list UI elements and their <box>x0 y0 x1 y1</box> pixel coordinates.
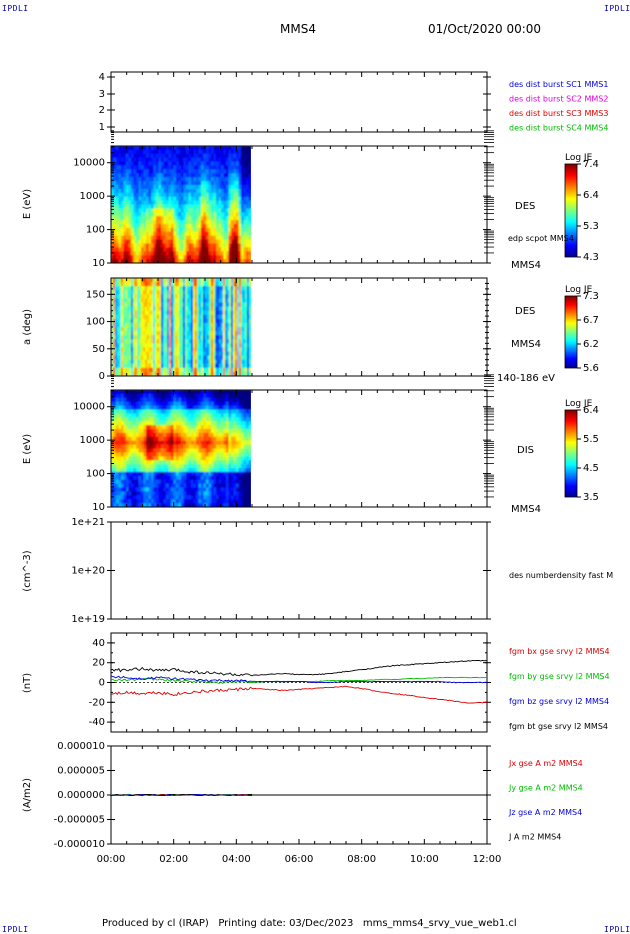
xtick-label: 12:00 <box>473 854 502 865</box>
ytick-label: 0 <box>99 678 105 689</box>
legend-entry: des dist burst SC4 MMS4 <box>509 124 608 133</box>
colorbar-tick: 4.3 <box>583 252 599 263</box>
ytick-label: -20 <box>89 697 105 708</box>
ytick-label: -0.000005 <box>54 815 105 826</box>
spectrogram-clip-spec3 <box>111 278 251 376</box>
ytick-label: 100 <box>86 317 105 328</box>
stacked-time-series-plot: 1234100001000100101501005001000010001001… <box>22 71 613 865</box>
colorbar <box>564 409 578 498</box>
colorbar-tick: 6.2 <box>583 339 599 350</box>
spacecraft-label: MMS4 <box>511 504 541 515</box>
colorbar-tick: 5.6 <box>583 363 599 374</box>
colorbar-tick: 6.7 <box>583 315 599 326</box>
ytick-label: 0.000000 <box>57 790 105 801</box>
ytick-label: 4 <box>99 72 105 83</box>
ytick-label: 100 <box>86 469 105 480</box>
spectrogram-clip-spec4 <box>111 390 251 507</box>
colorbar <box>564 163 578 258</box>
legend-entry: fgm bt gse srvy l2 MMS4 <box>509 722 608 731</box>
overlay-label: edp scpot MMS4 <box>508 234 574 243</box>
legend-entry: fgm by gse srvy l2 MMS4 <box>509 672 610 681</box>
panel-frame-1 <box>110 71 488 133</box>
ytick-label: 3 <box>99 89 105 100</box>
species-label: DES <box>515 201 535 212</box>
ytick-label: -0.000010 <box>54 839 105 850</box>
ytick-label: 2 <box>99 105 105 116</box>
xtick-label: 04:00 <box>222 854 251 865</box>
colorbar-tick: 6.4 <box>583 190 599 201</box>
legend-entry: des numberdensity fast M <box>509 571 613 580</box>
ytick-label: 1000 <box>80 435 105 446</box>
page-title: MMS4 <box>280 22 316 36</box>
corner-mark-bottom-left: IPDLI <box>2 925 29 934</box>
xtick-label: 10:00 <box>410 854 439 865</box>
spacecraft-label: MMS4 <box>511 339 541 350</box>
series-line <box>110 659 488 677</box>
corner-mark-top-left: IPDLI <box>2 4 29 13</box>
footer-credit: Produced by cl (IRAP) Printing date: 03/… <box>102 918 517 929</box>
ytick-label: 10 <box>92 258 105 269</box>
xtick-label: 06:00 <box>285 854 314 865</box>
xtick-label: 02:00 <box>159 854 188 865</box>
spectrogram-clip-spec2 <box>111 146 251 263</box>
y-axis-title: E (eV) <box>22 189 33 219</box>
corner-mark-bottom-right: IPDLI <box>604 925 630 934</box>
panel-frame-5 <box>110 521 488 620</box>
ytick-label: 0 <box>99 371 105 382</box>
ytick-label: 10000 <box>73 402 105 413</box>
legend-entry: fgm bx gse srvy l2 MMS4 <box>509 647 610 656</box>
legend-entry: Jx gse A m2 MMS4 <box>508 759 583 768</box>
y-axis-title: (nT) <box>22 673 33 693</box>
legend-entry: des dist burst SC1 MMS1 <box>509 80 608 89</box>
colorbar <box>564 295 578 369</box>
colorbar-tick: 5.5 <box>583 434 599 445</box>
series-line <box>110 794 252 797</box>
colorbar-tick: 7.3 <box>583 291 599 302</box>
species-label: DIS <box>517 445 534 456</box>
colorbar-tick: 6.4 <box>583 405 599 416</box>
ytick-label: -40 <box>89 717 105 728</box>
colorbar-tick: 3.5 <box>583 492 599 503</box>
colorbar-title: Log JE <box>565 153 593 163</box>
ytick-label: 1000 <box>80 191 105 202</box>
colorbar-title: Log JE <box>565 285 593 295</box>
ytick-label: 20 <box>92 658 105 669</box>
y-axis-title: E (eV) <box>22 434 33 464</box>
y-axis-title: (A/m2) <box>22 778 33 812</box>
page-date: 01/Oct/2020 00:00 <box>428 22 542 36</box>
ytick-label: 1e+21 <box>71 517 105 528</box>
xtick-label: 00:00 <box>97 854 126 865</box>
energy-range-label: 140-186 eV <box>497 373 555 384</box>
colorbar-tick: 5.3 <box>583 221 599 232</box>
legend-entry: fgm bz gse srvy l2 MMS4 <box>509 697 609 706</box>
ytick-label: 40 <box>92 638 105 649</box>
ytick-label: 0.000010 <box>57 741 105 752</box>
colorbar-tick: 4.5 <box>583 463 599 474</box>
series-line <box>110 685 488 704</box>
ytick-label: 1e+19 <box>71 614 105 625</box>
spacecraft-label: MMS4 <box>511 260 541 271</box>
legend-entry: Jy gse A m2 MMS4 <box>508 784 583 793</box>
ytick-label: 0.000005 <box>57 766 105 777</box>
ytick-label: 150 <box>86 289 105 300</box>
corner-mark-top-right: IPDLI <box>604 4 630 13</box>
ytick-label: 100 <box>86 225 105 236</box>
ytick-label: 50 <box>92 344 105 355</box>
colorbar-tick: 7.4 <box>583 159 599 170</box>
y-axis-title: a (deg) <box>22 309 33 345</box>
species-label: DES <box>515 306 535 317</box>
legend-entry: des dist burst SC2 MMS2 <box>509 95 608 104</box>
series-line <box>110 675 488 684</box>
ytick-label: 10 <box>92 502 105 513</box>
legend-entry: des dist burst SC3 MMS3 <box>509 109 608 118</box>
ytick-label: 1 <box>99 122 105 133</box>
legend-entry: Jz gse A m2 MMS4 <box>508 808 582 817</box>
y-axis-title: (cm^-3) <box>22 550 33 591</box>
xtick-label: 08:00 <box>347 854 376 865</box>
ytick-label: 1e+20 <box>71 566 105 577</box>
ytick-label: 10000 <box>73 158 105 169</box>
colorbar-title: Log JE <box>565 399 593 409</box>
legend-entry: J A m2 MMS4 <box>508 833 561 842</box>
